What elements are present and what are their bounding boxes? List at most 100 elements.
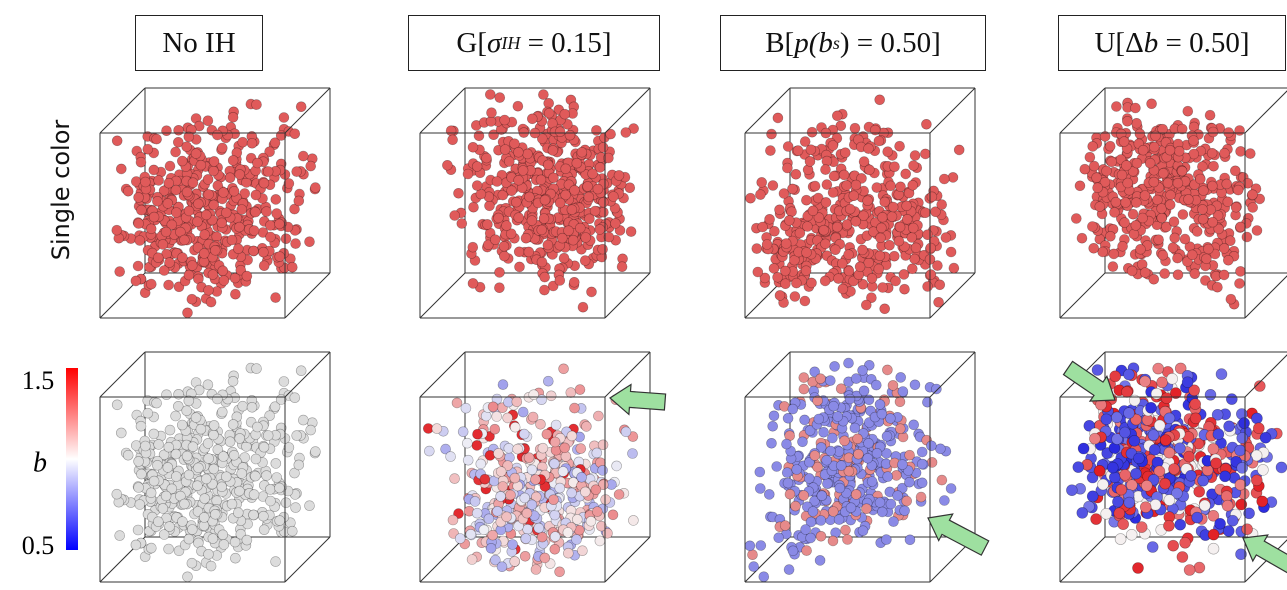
particle [511, 197, 521, 207]
particle [825, 376, 835, 386]
particle [1198, 186, 1208, 196]
particle [540, 195, 550, 205]
particle [908, 180, 918, 190]
particle [237, 469, 247, 479]
particle [524, 247, 534, 257]
particle [1101, 414, 1112, 425]
particle [1111, 102, 1121, 112]
particle [228, 376, 238, 386]
particle [1208, 529, 1219, 540]
particle [1235, 479, 1246, 490]
particle [229, 186, 239, 196]
particle [1141, 480, 1152, 491]
particle [217, 407, 227, 417]
particle [1163, 520, 1174, 531]
particle [550, 532, 560, 542]
particle [1095, 202, 1105, 212]
particle [757, 177, 767, 187]
particle [1184, 565, 1195, 576]
particle [1236, 266, 1246, 276]
particle [889, 251, 899, 261]
particle [1149, 274, 1159, 284]
particle [832, 222, 842, 232]
particle [162, 390, 172, 400]
particle [543, 376, 553, 386]
particle [782, 163, 792, 173]
particle [828, 188, 838, 198]
particle [237, 205, 247, 215]
cube-edge [745, 88, 790, 133]
particle [513, 101, 523, 111]
particle [1122, 116, 1132, 126]
particle [298, 415, 308, 425]
particle [587, 287, 597, 297]
particle [217, 143, 227, 153]
particle [457, 219, 467, 229]
particle [187, 558, 197, 568]
particle [614, 170, 624, 180]
particle [262, 207, 272, 217]
cube-edge [100, 88, 145, 133]
particle [889, 517, 899, 527]
particle [885, 413, 895, 423]
particle [1133, 453, 1144, 464]
cube-edge [605, 537, 650, 582]
particle [235, 169, 245, 179]
particle [1077, 233, 1087, 243]
particle [294, 196, 304, 206]
particle [146, 279, 156, 289]
particle [544, 108, 554, 118]
particle [448, 135, 458, 145]
particle [164, 544, 174, 554]
particle [1208, 217, 1218, 227]
particle [1110, 371, 1121, 382]
particle [177, 517, 187, 527]
particle [1233, 185, 1243, 195]
particle [136, 157, 146, 167]
particle [206, 297, 216, 307]
particle [788, 404, 798, 414]
header-post: = 0.50] [1158, 27, 1249, 60]
particle [1160, 478, 1171, 489]
cube-edge [1245, 273, 1287, 318]
particle [769, 263, 779, 273]
particle [1131, 468, 1142, 479]
particle [212, 394, 222, 404]
particle [1175, 519, 1186, 530]
particle [909, 420, 919, 430]
particle [271, 194, 281, 204]
particle [1190, 413, 1201, 424]
particle [143, 408, 153, 418]
particle [452, 398, 462, 408]
particle [484, 514, 494, 524]
particle [1123, 369, 1134, 380]
cube-edge [285, 537, 330, 582]
particle [1177, 166, 1187, 176]
particle [1145, 158, 1155, 168]
particle [504, 443, 514, 453]
particle [850, 423, 860, 433]
particle [259, 525, 269, 535]
particle [844, 358, 854, 368]
particle [512, 397, 522, 407]
particle [910, 380, 920, 390]
particle [601, 495, 611, 505]
particle [586, 516, 596, 526]
particle [1183, 106, 1193, 116]
particle [817, 491, 827, 501]
particle [279, 377, 289, 387]
particle [482, 153, 492, 163]
particle [485, 90, 495, 100]
particle [931, 384, 941, 394]
particle [135, 500, 145, 510]
particle [783, 142, 793, 152]
particle [949, 263, 959, 273]
cubes [100, 88, 1287, 582]
particle [863, 196, 873, 206]
particle [1119, 137, 1129, 147]
particle [871, 380, 881, 390]
particle [769, 226, 779, 236]
particle [1117, 170, 1127, 180]
particle [492, 412, 502, 422]
particle [542, 429, 552, 439]
